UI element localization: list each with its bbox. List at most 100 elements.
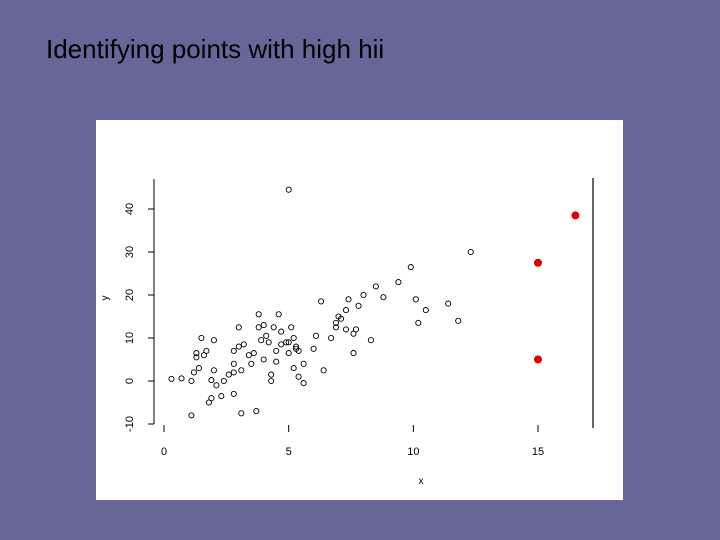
data-point: [213, 382, 220, 389]
data-point: [283, 339, 290, 346]
data-point: [407, 264, 414, 271]
data-point: [178, 375, 185, 382]
x-tick-label: 15: [532, 446, 544, 458]
data-point: [210, 337, 217, 344]
data-point: [372, 283, 379, 290]
data-point: [273, 347, 280, 354]
data-point: [320, 367, 327, 374]
data-point: [275, 311, 282, 318]
data-point: [248, 360, 255, 367]
data-point: [360, 291, 367, 299]
data-point: [355, 302, 362, 309]
data-point: [290, 334, 297, 342]
data-point: [295, 373, 302, 380]
data-point: [415, 319, 422, 326]
data-point: [230, 369, 237, 376]
data-point: [273, 358, 280, 365]
data-point: [310, 345, 317, 352]
data-point: [313, 332, 320, 339]
data-point: [285, 339, 292, 346]
data-point: [225, 371, 232, 378]
data-point: [238, 410, 245, 417]
data-point: [455, 317, 462, 324]
data-point: [270, 324, 277, 331]
data-point: [467, 248, 474, 256]
data-point: [245, 352, 252, 359]
data-point: [220, 377, 227, 385]
data-point: [352, 326, 360, 333]
data-point: [395, 279, 402, 286]
data-point: [318, 298, 325, 305]
data-point: [342, 307, 350, 314]
data-point: [422, 307, 429, 314]
data-point: [240, 341, 247, 348]
scatter-plot-panel: -10 0 10 20 30 40 0 5 10 15 x y: [96, 120, 623, 500]
data-point: [342, 326, 350, 333]
y-tick-label: 30: [124, 246, 136, 258]
data-point: [332, 319, 340, 326]
data-point: [263, 332, 270, 339]
data-point: [230, 390, 237, 397]
data-point: [188, 412, 195, 419]
data-point: [268, 377, 275, 385]
data-point: [278, 328, 285, 335]
high-leverage-point: [534, 355, 542, 364]
data-point: [198, 334, 205, 342]
y-tick-label: -10: [124, 416, 136, 432]
data-point: [193, 354, 200, 361]
data-point: [230, 360, 237, 367]
data-point: [255, 311, 262, 318]
data-point: [260, 356, 267, 363]
data-point: [332, 324, 340, 331]
x-tick-label: 10: [407, 446, 419, 458]
data-point: [258, 337, 265, 344]
data-point: [235, 343, 242, 350]
data-point: [168, 375, 175, 382]
data-point: [203, 347, 210, 354]
data-point: [337, 315, 345, 322]
data-point: [253, 408, 260, 415]
data-point: [367, 337, 374, 344]
data-point: [235, 324, 242, 331]
data-point: [190, 369, 197, 376]
data-point: [445, 300, 452, 307]
y-tick-label: 40: [124, 203, 136, 215]
y-axis-label: y: [100, 296, 111, 301]
data-point: [193, 350, 200, 357]
y-tick-label: 0: [124, 378, 136, 384]
high-leverage-point: [534, 258, 542, 267]
data-point: [250, 350, 257, 357]
data-point: [195, 365, 202, 372]
data-point: [288, 324, 295, 331]
data-point: [260, 322, 267, 329]
data-point: [208, 377, 215, 384]
data-point: [218, 393, 225, 400]
data-point: [238, 367, 245, 374]
scatter-plot: -10 0 10 20 30 40 0 5 10 15 x y: [100, 178, 594, 487]
data-point: [300, 380, 307, 387]
points-group: [168, 186, 474, 419]
x-axis-label: x: [419, 476, 424, 487]
data-point: [188, 377, 195, 385]
data-point: [265, 339, 272, 346]
data-point: [278, 341, 285, 348]
data-point: [345, 296, 352, 303]
data-point: [295, 347, 302, 354]
data-point: [290, 365, 297, 372]
data-point: [230, 347, 237, 354]
data-point: [285, 186, 292, 193]
slide-title: Identifying points with high hii: [46, 34, 385, 64]
data-point: [285, 350, 292, 357]
y-tick-label: 10: [124, 332, 136, 344]
data-point: [208, 395, 215, 402]
data-point: [255, 324, 262, 331]
data-point: [380, 294, 387, 301]
data-point: [300, 360, 307, 367]
axes-group: -10 0 10 20 30 40 0 5 10 15: [124, 178, 594, 458]
data-point: [412, 296, 419, 303]
data-point: [328, 334, 335, 342]
x-tick-label: 0: [161, 446, 167, 458]
data-point: [268, 371, 275, 378]
high-leverage-points-group: [534, 211, 580, 364]
data-point: [210, 367, 217, 374]
